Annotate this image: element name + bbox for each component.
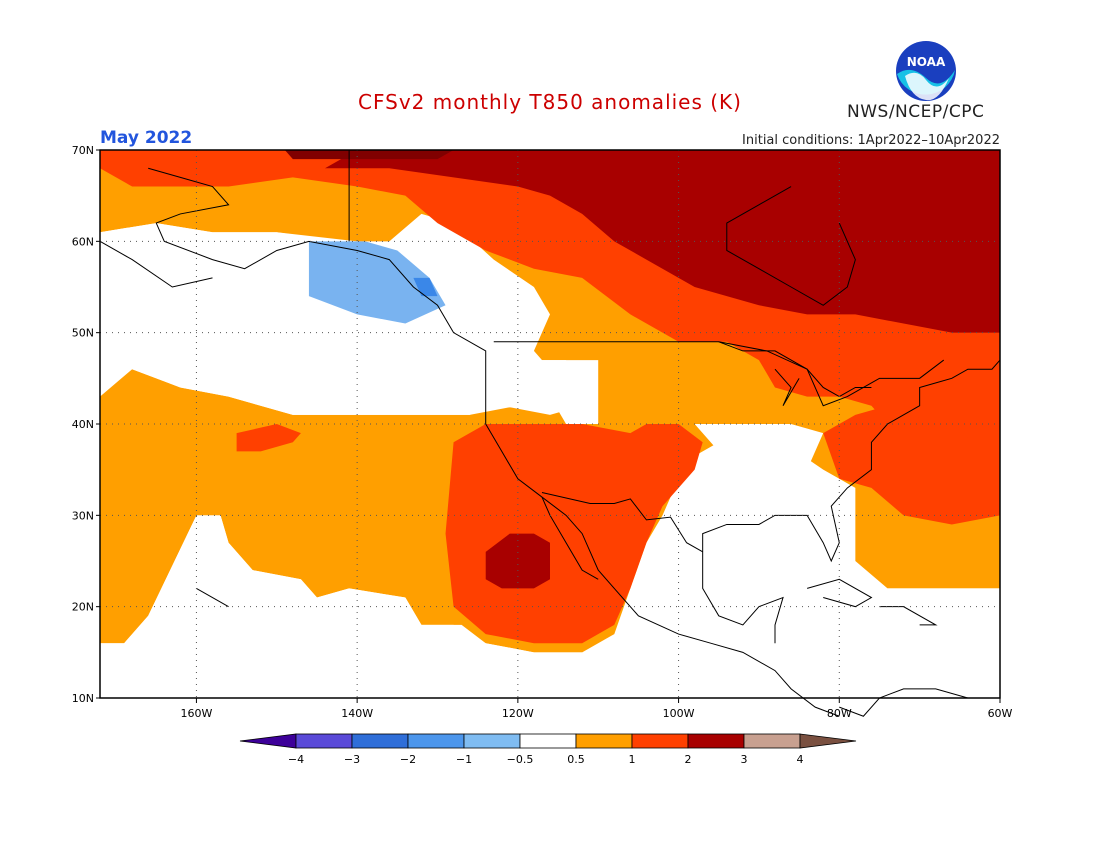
anomaly-2-region: [325, 150, 1000, 333]
latitude-label: 10N: [72, 692, 94, 705]
latitude-labels: 10N 20N 30N 40N 50N 60N 70N: [72, 144, 100, 705]
colorbar-tick-label: 3: [741, 753, 748, 766]
coastline-segment: [702, 359, 1001, 563]
coastlines: [99, 150, 1001, 717]
anomaly-2-region-baja: [485, 533, 550, 589]
colorbar-cell: [463, 733, 521, 749]
initial-conditions: Initial conditions: 1Apr2022–10Apr2022: [742, 133, 1000, 148]
anomaly-3-region: [284, 150, 454, 160]
us-mexico-border: [541, 492, 703, 553]
colorbar-arrow-high: [799, 733, 857, 749]
noaa-logo: NOAA: [896, 41, 956, 101]
longitude-label: 140W: [341, 707, 373, 720]
coastline-segment: [726, 186, 856, 306]
coastline-segment: [807, 578, 873, 608]
neutral-region-tropical-pacific: [100, 515, 583, 698]
colorbar-tick-label: −1: [456, 753, 472, 766]
neutral-region-caribbean: [855, 588, 1000, 698]
colorbar-tick-label: −4: [288, 753, 304, 766]
coastline-segment: [196, 587, 229, 608]
gridlines: [100, 150, 1000, 698]
longitude-label: 100W: [663, 707, 695, 720]
coastline-segment: [718, 341, 872, 398]
colorbar-cell: [351, 733, 409, 749]
coastline-segment: [541, 496, 599, 580]
neutral-region-north-pacific: [100, 287, 583, 415]
colorbar-tick-label: 0.5: [567, 753, 585, 766]
colorbar-cell: [743, 733, 801, 749]
anomaly-fills: [100, 150, 1000, 698]
anomaly-1-region-east-coast: [823, 405, 1000, 525]
colorbar-labels: −4 −3 −2 −1 −0.5 0.5 1 2 3 4: [288, 753, 804, 766]
colorbar-tick-label: 1: [629, 753, 636, 766]
coastline-segment: [774, 368, 800, 406]
colorbar-tick-label: −0.5: [507, 753, 534, 766]
neutral-region-southeast-us: [662, 424, 856, 635]
colorbar-tick-label: −2: [400, 753, 416, 766]
coastline-segment: [839, 688, 968, 717]
coastline-segment: [99, 240, 213, 288]
longitude-label: 120W: [502, 707, 534, 720]
colorbar-cell: [519, 733, 577, 749]
colorbar-cell: [631, 733, 689, 749]
colorbar-tick-label: 4: [797, 753, 804, 766]
colorbar-cell: [407, 733, 465, 749]
anomaly-1-region-pacific: [236, 424, 301, 452]
colorbar-cell: [575, 733, 633, 749]
month-label: May 2022: [100, 128, 193, 148]
latitude-label: 60N: [72, 235, 94, 248]
longitude-label: 60W: [988, 707, 1013, 720]
coastline-segment: [702, 551, 784, 644]
latitude-label: 70N: [72, 144, 94, 157]
colorbar-tick-label: −3: [344, 753, 360, 766]
latitude-label: 30N: [72, 509, 94, 522]
longitude-label: 160W: [180, 707, 212, 720]
coastline-segment: [879, 606, 938, 626]
colorbar-cells: [239, 733, 857, 749]
latitude-label: 20N: [72, 601, 94, 614]
colorbar-cell: [687, 733, 745, 749]
chart-title: CFSv2 monthly T850 anomalies (K): [358, 90, 742, 114]
colorbar-cell: [295, 733, 353, 749]
logo-text: NOAA: [907, 55, 946, 69]
longitude-labels: 160W 140W 120W 100W 80W 60W: [180, 698, 1013, 720]
latitude-label: 50N: [72, 327, 94, 340]
longitude-label: 80W: [827, 707, 852, 720]
cold-anomaly-region: [308, 241, 446, 324]
colorbar-tick-label: 2: [685, 753, 692, 766]
coastline-segment: [148, 167, 840, 717]
agency-label: NWS/NCEP/CPC: [847, 102, 985, 122]
colorbar-arrow-low: [239, 733, 297, 749]
latitude-label: 40N: [72, 418, 94, 431]
us-canada-border: [493, 341, 945, 407]
